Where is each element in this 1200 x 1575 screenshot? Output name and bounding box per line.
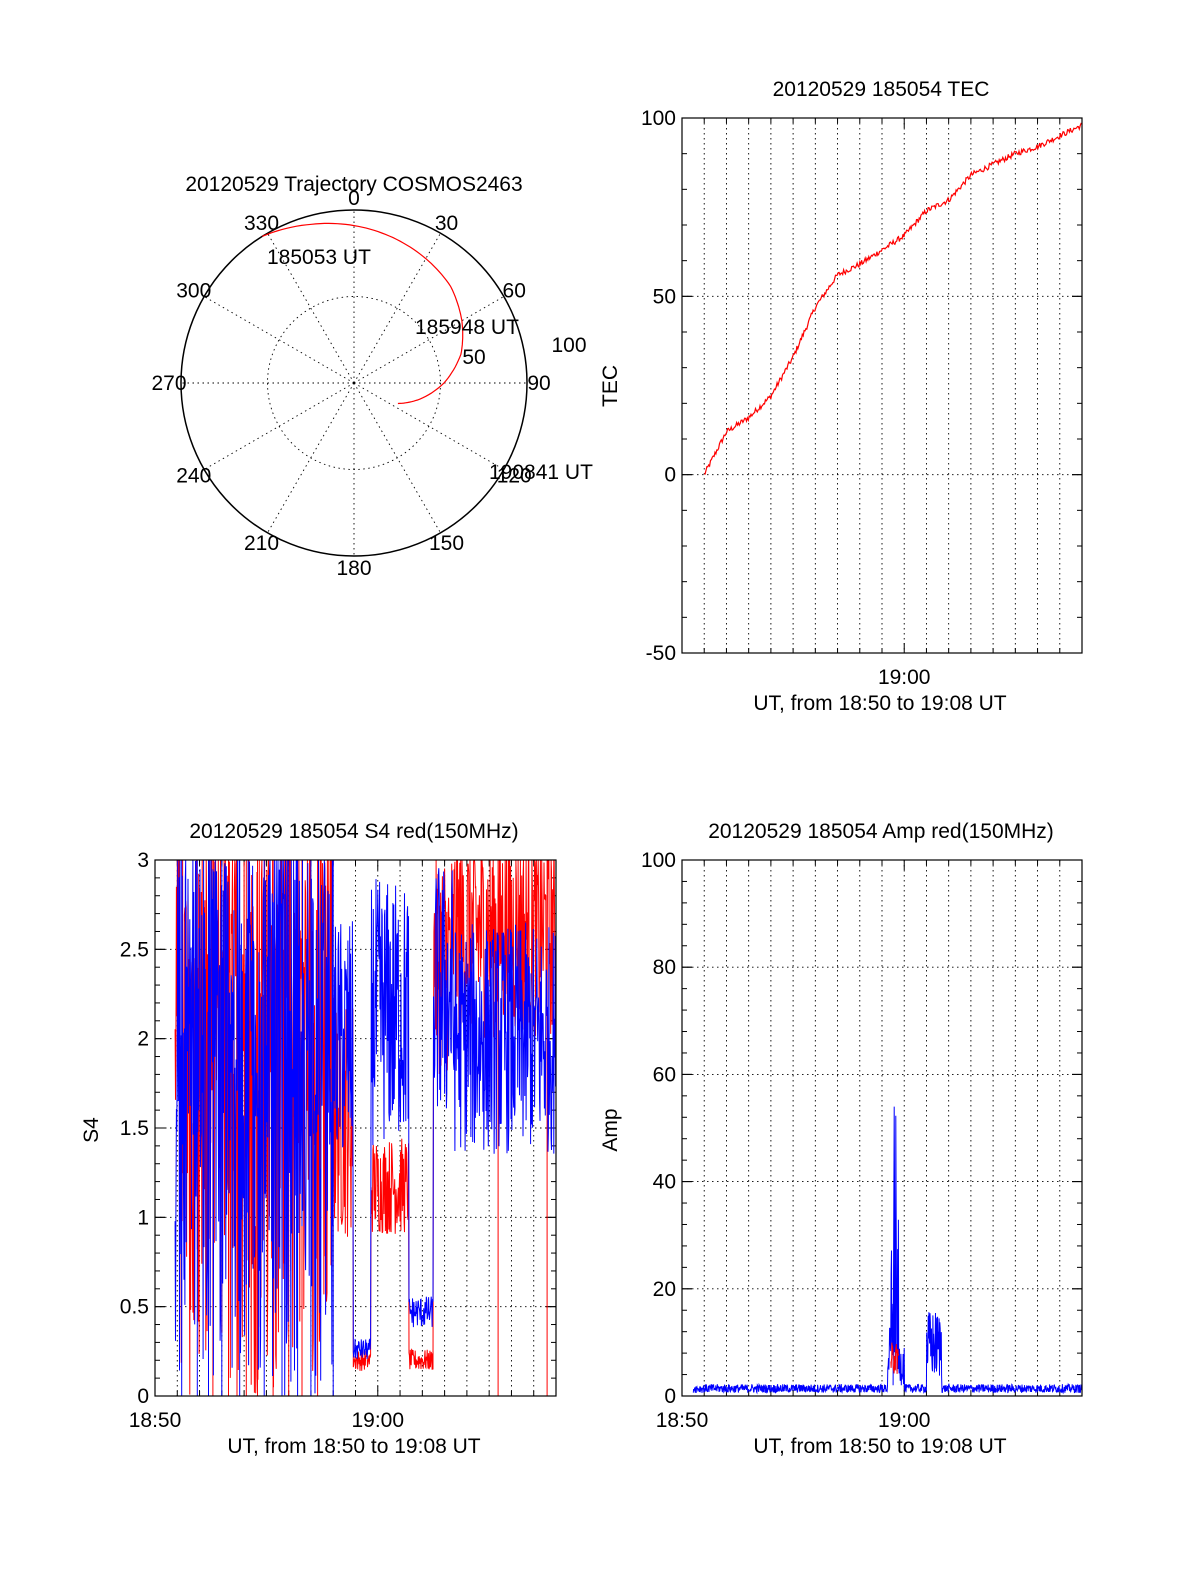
polar-radius-labels: 50 100 (462, 334, 586, 369)
polar-angle-label: 0 (348, 187, 360, 210)
polar-grid (181, 210, 527, 556)
trajectory-time-label: 190841 UT (489, 461, 593, 484)
polar-angle-label: 240 (176, 465, 211, 488)
amp-y-tick-label: 80 (653, 956, 676, 979)
amp-blue-series (692, 1106, 1083, 1395)
polar-angle-label: 30 (435, 212, 458, 235)
s4-y-tick-label: 3 (137, 849, 149, 872)
polar-angle-label: 150 (429, 532, 464, 555)
tec-frame (681, 117, 1083, 654)
trajectory-series (262, 222, 464, 405)
s4-y-tick-label: 1 (137, 1206, 149, 1229)
s4-x-axis-label: UT, from 18:50 to 19:08 UT (227, 1435, 480, 1458)
tec-x-axis-label: UT, from 18:50 to 19:08 UT (753, 692, 1006, 715)
polar-spoke (203, 296, 355, 384)
polar-angle-label: 180 (336, 557, 371, 580)
amp-x-tick-label: 19:00 (878, 1409, 931, 1432)
amp-red-series (890, 1342, 900, 1374)
polar-angle-label: 120 (497, 465, 532, 488)
polar-radius-label: 100 (551, 334, 586, 357)
s4-y-axis-label: S4 (80, 1117, 103, 1143)
polar-spoke (353, 382, 441, 534)
amp-y-tick-labels: 0 20 40 60 80 100 (641, 849, 676, 1408)
tec-y-tick-label: 0 (664, 464, 676, 487)
trajectory-time-label: 185053 UT (267, 246, 371, 269)
amp-frame (681, 859, 1083, 1397)
polar-spoke (203, 382, 355, 470)
polar-angle-label: 90 (527, 372, 550, 395)
trajectory-title: 20120529 Trajectory COSMOS2463 (185, 173, 522, 196)
s4-y-tick-labels: 0 0.5 1 1.5 2 2.5 3 (120, 849, 149, 1408)
trajectory-annotations: 185053 UT 185948 UT 190841 UT (267, 246, 593, 484)
amp-x-tick-label: 18:50 (656, 1409, 709, 1432)
tec-grid (682, 118, 1082, 653)
polar-spoke (353, 232, 441, 384)
tec-chart: 20120529 185054 TEC -50 0 50 100 19:00 UT, … (599, 78, 1083, 715)
amp-title: 20120529 185054 Amp red(150MHz) (708, 820, 1054, 843)
polar-spoke (267, 232, 355, 384)
amp-y-tick-label: 40 (653, 1171, 676, 1194)
s4-y-tick-label: 1.5 (120, 1117, 149, 1140)
amp-x-axis-label: UT, from 18:50 to 19:08 UT (753, 1435, 1006, 1458)
s4-chart: 20120529 185054 S4 red(150MHz) 0 0.5 1 1.5 2… (80, 820, 557, 1458)
polar-angle-label: 210 (244, 532, 279, 555)
tec-y-axis-label: TEC (599, 365, 622, 407)
polar-spoke (353, 382, 505, 470)
tec-title: 20120529 185054 TEC (773, 78, 990, 101)
polar-radius-label: 50 (462, 346, 485, 369)
amp-x-tick-labels: 18:50 19:00 (656, 1409, 931, 1432)
polar-angle-label: 300 (176, 280, 211, 303)
amp-y-axis-label: Amp (599, 1108, 622, 1151)
tec-x-tick-labels: 19:00 (878, 666, 931, 689)
tec-x-tick-label: 19:00 (878, 666, 931, 689)
polar-spoke (267, 382, 355, 534)
s4-y-tick-label: 0 (137, 1385, 149, 1408)
tec-y-tick-labels: -50 0 50 100 (641, 107, 676, 665)
tec-y-tick-label: 100 (641, 107, 676, 130)
amp-y-tick-label: 20 (653, 1278, 676, 1301)
s4-y-tick-label: 0.5 (120, 1296, 149, 1319)
s4-x-tick-label: 19:00 (351, 1409, 404, 1432)
amp-grid (682, 860, 1082, 1396)
s4-blue-series (174, 859, 557, 1396)
tec-y-tick-label: -50 (646, 642, 676, 665)
tec-y-tick-label: 50 (653, 285, 676, 308)
tec-ticks (681, 117, 1083, 654)
s4-y-tick-label: 2 (137, 1028, 149, 1051)
s4-title: 20120529 185054 S4 red(150MHz) (189, 820, 518, 843)
polar-angle-label: 270 (151, 372, 186, 395)
trajectory-time-label: 185948 UT (415, 316, 519, 339)
tec-series (704, 122, 1083, 475)
s4-frame (154, 859, 557, 1397)
amp-y-tick-label: 0 (664, 1385, 676, 1408)
s4-y-tick-label: 2.5 (120, 938, 149, 961)
polar-angle-label: 330 (244, 212, 279, 235)
polar-angle-label: 60 (503, 280, 526, 303)
polar-spoke (353, 296, 505, 384)
amp-chart: 20120529 185054 Amp red(150MHz) 0 20 40 60 8… (599, 820, 1083, 1458)
s4-x-tick-labels: 18:50 19:00 (129, 1409, 404, 1432)
polar-angle-labels: 0 30 60 90 120 150 180 210 240 270 300 330 (151, 187, 550, 580)
s4-x-tick-label: 18:50 (129, 1409, 182, 1432)
s4-grid (155, 860, 556, 1396)
amp-y-tick-label: 60 (653, 1063, 676, 1086)
amp-y-tick-label: 100 (641, 849, 676, 872)
trajectory-chart: 20120529 Trajectory COSMOS2463 0 30 60 90 12… (151, 173, 593, 580)
polar-frame (180, 209, 528, 557)
